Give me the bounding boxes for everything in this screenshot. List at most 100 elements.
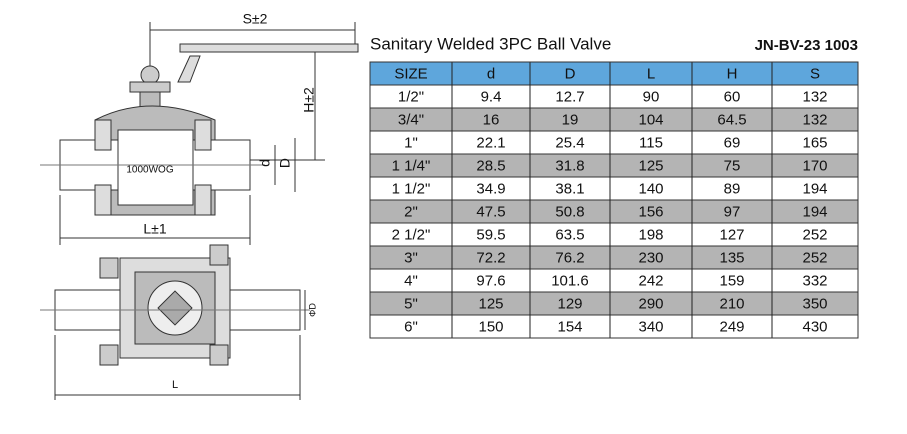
stem	[157, 290, 193, 326]
cell: 5"	[404, 295, 418, 312]
handle-nut	[140, 65, 160, 85]
cell: 16	[483, 111, 500, 128]
bolt	[99, 257, 119, 279]
cell: 125	[638, 157, 663, 174]
bolt	[209, 244, 229, 266]
table-row	[369, 245, 859, 270]
handle	[177, 55, 201, 83]
column-header: S	[810, 65, 820, 82]
column-header: SIZE	[394, 65, 427, 82]
cell: 28.5	[476, 157, 505, 174]
cell: 150	[478, 318, 503, 335]
cell: 115	[639, 134, 663, 151]
cell: 249	[719, 318, 744, 335]
bolt	[209, 344, 229, 366]
cell: 194	[802, 180, 827, 197]
table-header	[369, 61, 859, 86]
cell: 97	[724, 203, 741, 220]
cell: 340	[638, 318, 663, 335]
table-row	[369, 222, 859, 247]
cell: 19	[562, 111, 579, 128]
cell: 1"	[404, 134, 418, 151]
column-header: H	[727, 65, 738, 82]
ball	[117, 129, 194, 206]
cell: 12.7	[555, 88, 584, 105]
column-header: d	[487, 65, 495, 82]
cell: 252	[802, 226, 827, 243]
cell: 2"	[404, 203, 418, 220]
column-header: L	[647, 65, 655, 82]
cell: 97.6	[476, 272, 505, 289]
table-row	[369, 153, 859, 178]
cell: 31.8	[555, 157, 584, 174]
cell: 60	[724, 88, 741, 105]
table-row	[369, 268, 859, 293]
cell: 165	[802, 134, 827, 151]
dimension-label: S±2	[243, 11, 268, 27]
dimension-label: H±2	[301, 87, 317, 113]
cell: 1/2"	[398, 88, 424, 105]
cell: 132	[802, 111, 827, 128]
table-row	[369, 84, 859, 109]
rating-label: 1000WOG	[126, 165, 173, 176]
cell: 154	[557, 318, 582, 335]
dimension-label: L	[172, 379, 178, 391]
cell: 104	[638, 111, 663, 128]
cell: 210	[719, 295, 744, 312]
cell: 9.4	[481, 88, 502, 105]
cell: 127	[719, 226, 744, 243]
cell: 50.8	[555, 203, 584, 220]
table-row	[369, 199, 859, 224]
cell: 3/4"	[398, 111, 424, 128]
handle	[179, 43, 359, 53]
cell: 89	[724, 180, 741, 197]
cell: 198	[638, 226, 663, 243]
table-row	[369, 314, 859, 339]
code: JN-BV-23 1003	[755, 37, 858, 54]
cell: 69	[724, 134, 741, 151]
bolt	[94, 184, 112, 216]
cell: 72.2	[476, 249, 505, 266]
cell: 22.1	[476, 134, 505, 151]
column-header: D	[565, 65, 576, 82]
cell: 25.4	[555, 134, 584, 151]
cell: 75	[724, 157, 741, 174]
cell: 252	[802, 249, 827, 266]
cell: 2 1/2"	[392, 226, 431, 243]
dimension-label: d	[257, 159, 273, 167]
cell: 170	[802, 157, 827, 174]
cell: 156	[638, 203, 663, 220]
dimension-label: L±1	[143, 221, 166, 237]
cell: 135	[719, 249, 744, 266]
cell: 230	[638, 249, 663, 266]
cell: 140	[638, 180, 663, 197]
cell: 63.5	[555, 226, 584, 243]
cell: 3"	[404, 249, 418, 266]
cell: 129	[557, 295, 582, 312]
cell: 125	[478, 295, 503, 312]
table-row	[369, 291, 859, 316]
cell: 1 1/4"	[392, 157, 431, 174]
cell: 350	[802, 295, 827, 312]
cell: 76.2	[555, 249, 584, 266]
cell: 6"	[404, 318, 418, 335]
cell: 242	[638, 272, 663, 289]
table-border	[369, 61, 859, 339]
cell: 132	[802, 88, 827, 105]
cell: 101.6	[551, 272, 589, 289]
table-row	[369, 107, 859, 132]
cell: 64.5	[717, 111, 746, 128]
cell: 38.1	[555, 180, 584, 197]
bolt	[99, 344, 119, 366]
bolt	[194, 119, 212, 151]
table-row	[369, 176, 859, 201]
cell: 4"	[404, 272, 418, 289]
bolt	[194, 184, 212, 216]
cell: 290	[638, 295, 663, 312]
cell: 159	[719, 272, 744, 289]
cell: 332	[802, 272, 827, 289]
cell: 34.9	[476, 180, 505, 197]
dimension-label: ΦD	[307, 303, 317, 317]
cell: 59.5	[476, 226, 505, 243]
